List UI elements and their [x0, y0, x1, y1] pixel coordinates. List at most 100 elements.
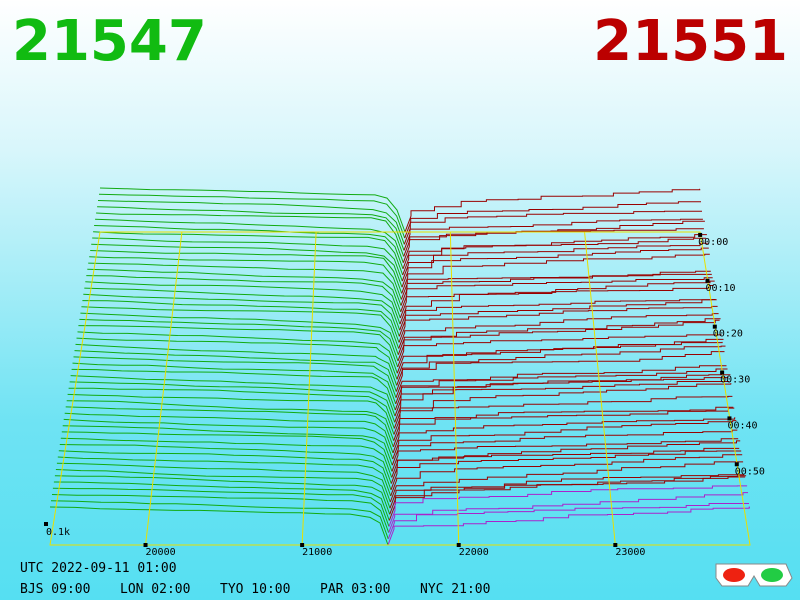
ask-depth-line [389, 461, 744, 503]
ask-depth-line [401, 247, 709, 288]
ask-depth-line [404, 201, 701, 239]
bid-depth-line [70, 375, 396, 417]
time-dot [712, 324, 717, 329]
axis-labels: 20000 21000 22000 23000 00:00 00:10 00:20 00:30… [44, 232, 765, 558]
zone-time: LON 02:00 [120, 582, 190, 597]
bid-depth-line [80, 312, 399, 355]
bid-depth-line [63, 418, 394, 460]
bid-depth-line [55, 469, 391, 509]
grid-line [449, 231, 460, 546]
bid-depth-line [86, 275, 401, 319]
ask-depth-line [387, 506, 750, 546]
bid-depth-line [67, 393, 395, 435]
ask-depth-line [389, 474, 745, 509]
bid-price: 21547 [12, 9, 207, 74]
bid-depth-line [76, 337, 398, 380]
bid-depth-line [75, 343, 398, 386]
ask-depth-line [397, 318, 721, 362]
depth-surface [49, 187, 750, 546]
ask-depth-line [402, 234, 707, 276]
3d-glasses-icon [715, 563, 793, 587]
time-dot [705, 278, 710, 283]
ask-depth-line [404, 188, 701, 233]
grid-line [584, 231, 616, 546]
ask-depth-line [391, 447, 740, 478]
bid-depth-line [97, 206, 405, 251]
ask-depth-line [391, 429, 738, 466]
ask-depth-line [388, 475, 747, 521]
ask-depth-line [394, 374, 731, 423]
zone-time: BJS 09:00 [20, 582, 90, 597]
tick-dot [456, 543, 461, 547]
ask-depth-line [400, 277, 713, 312]
tick-dot [143, 543, 148, 547]
price-label: 20000 [146, 547, 176, 558]
time-label: 00:30 [720, 375, 750, 386]
bid-depth-line [50, 500, 389, 540]
bid-depth-line [94, 225, 404, 269]
utc-time: UTC 2022-09-11 01:00 [20, 561, 177, 576]
bid-depth-line [92, 237, 403, 282]
bid-depth-line [69, 381, 396, 423]
bid-depth-line [88, 262, 402, 306]
bid-depth-line [57, 456, 392, 497]
volume-label: 0.1k [46, 527, 70, 538]
bid-depth-line [60, 437, 393, 478]
ask-price: 21551 [593, 9, 788, 74]
bid-depth-line [90, 250, 403, 294]
time-dot [698, 232, 703, 237]
grid-line [301, 231, 317, 546]
bid-depth-line [91, 243, 403, 288]
ask-depth-line [387, 503, 749, 540]
ask-depth-line [395, 365, 727, 398]
bid-depth-line [81, 306, 400, 349]
bid-depth-line [54, 475, 391, 515]
bid-depth-line [78, 325, 399, 368]
bid-depth-line [59, 444, 392, 484]
ask-depth-line [392, 420, 737, 460]
bid-depth-line [84, 287, 401, 331]
ask-depth-line [393, 406, 734, 441]
bid-depth-line [87, 268, 402, 312]
ask-depth-line [398, 299, 717, 337]
bid-depth-line [62, 425, 393, 466]
ask-depth-line [392, 417, 736, 454]
ask-depth-line [393, 383, 732, 429]
ask-depth-line [403, 210, 702, 245]
ask-depth-line [395, 368, 728, 404]
time-dot [720, 370, 725, 375]
ask-depth-line [397, 319, 720, 355]
price-label: 22000 [459, 547, 489, 558]
ask-depth-line [395, 345, 726, 392]
time-zones: BJS 09:00 LON 02:00 TYO 10:00 PAR 03:00 NYC … [20, 582, 490, 597]
zone-time: TYO 10:00 [220, 582, 290, 597]
bid-depth-line [96, 212, 405, 257]
bid-depth-line [58, 450, 392, 490]
floor-grid [49, 231, 751, 546]
grid-line [145, 231, 183, 546]
ask-depth-line [388, 485, 748, 527]
ask-depth-line [403, 218, 703, 251]
bid-depth-line [73, 356, 397, 398]
ask-depth-line [390, 450, 742, 490]
ask-depth-line [393, 395, 733, 435]
zone-time: NYC 21:00 [420, 582, 490, 597]
ask-depth-line [398, 313, 719, 349]
bid-depth-line [97, 200, 405, 245]
bid-depth-line [83, 293, 400, 337]
time-label: 00:00 [698, 237, 728, 248]
ask-depth-line [396, 338, 724, 380]
bid-depth-line [74, 350, 397, 392]
bid-depth-line [53, 481, 390, 521]
ask-depth-line [398, 305, 718, 343]
bid-depth-line [64, 412, 394, 454]
bid-depth-line [93, 231, 404, 276]
zone-time: PAR 03:00 [320, 582, 390, 597]
time-dot [727, 416, 732, 421]
price-label: 21000 [302, 547, 332, 558]
ask-depth-line [391, 438, 739, 472]
ask-depth-line [392, 407, 735, 447]
bid-depth-line [89, 256, 402, 300]
